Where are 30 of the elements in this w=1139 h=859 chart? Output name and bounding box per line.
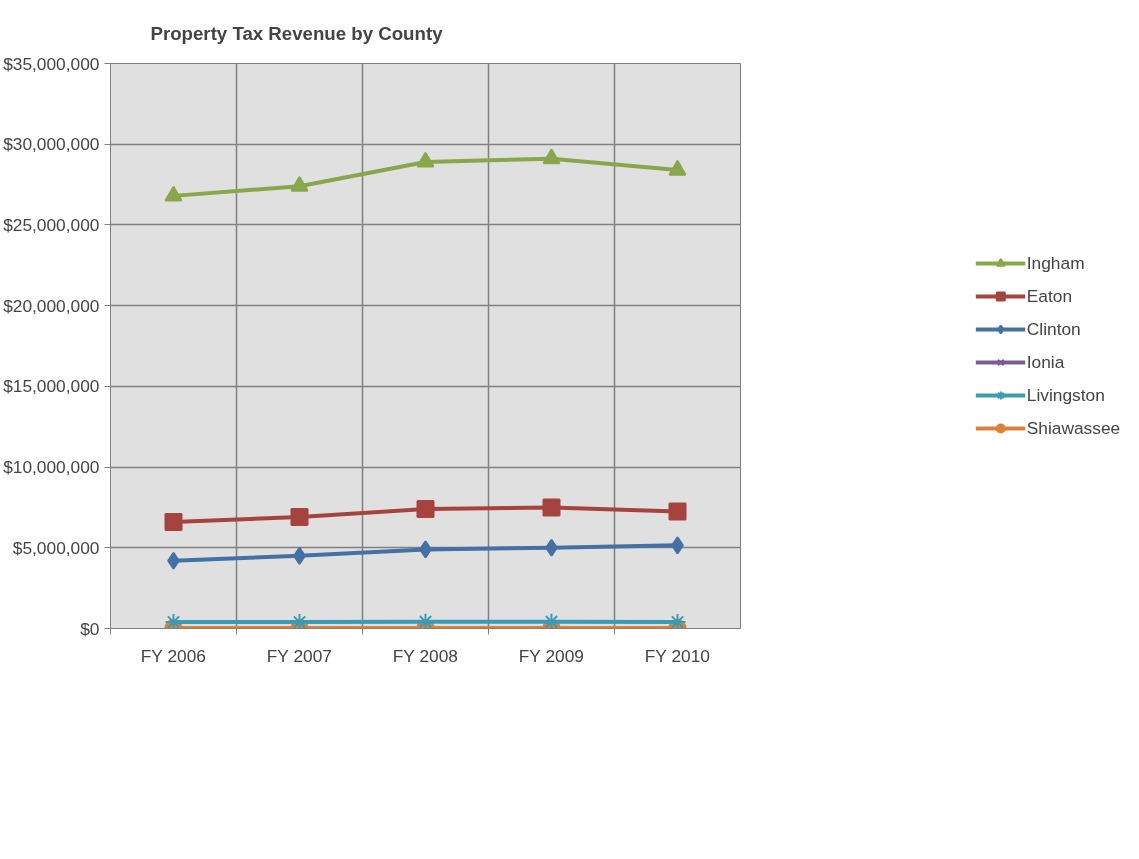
legend-label: Livingston [1026,384,1105,406]
point [290,508,309,527]
point [668,502,687,521]
legend-label: Clinton [1026,318,1081,340]
point [416,500,435,519]
point [164,512,183,531]
point [668,159,687,176]
point [542,148,561,165]
point [542,498,561,517]
y-tick-label: $20,000,000 [3,295,100,316]
x-tick-label: FY 2010 [644,645,710,666]
y-tick-label: $0 [80,618,100,639]
point [164,185,183,202]
legend-label: Ingham [1026,252,1085,274]
y-tick-label: $10,000,000 [3,457,100,478]
y-tick-label: $30,000,000 [3,134,100,155]
x-tick-label: FY 2008 [392,645,458,666]
y-tick-label: $25,000,000 [3,214,100,235]
y-tick-label: $5,000,000 [12,537,100,558]
point [290,175,309,192]
chart-title: Property Tax Revenue by County [150,22,444,44]
x-tick-label: FY 2006 [140,645,206,666]
legend-label: Shiawassee [1026,417,1121,439]
x-tick-label: FY 2007 [266,645,332,666]
legend-label: Ionia [1026,351,1065,373]
legend-label: Eaton [1026,285,1073,307]
x-tick-label: FY 2009 [518,645,584,666]
y-tick-label: $35,000,000 [3,53,100,74]
y-tick-label: $15,000,000 [3,376,100,397]
point [416,151,435,168]
